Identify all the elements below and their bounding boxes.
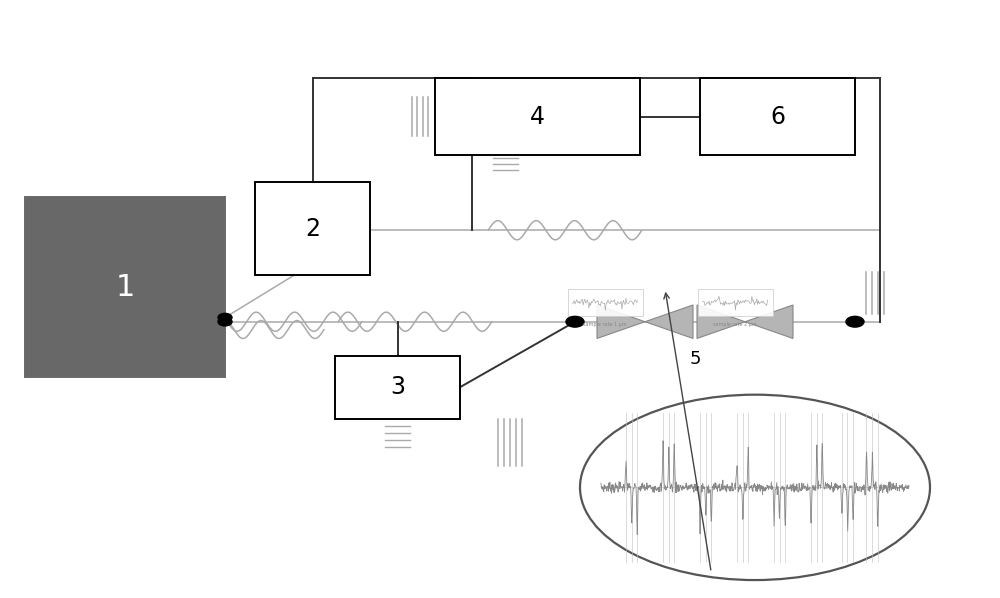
Circle shape (218, 313, 232, 322)
FancyBboxPatch shape (698, 289, 772, 316)
Text: 3: 3 (390, 375, 405, 399)
FancyBboxPatch shape (335, 356, 460, 419)
Text: sample rate 1 μm: sample rate 1 μm (583, 322, 627, 327)
FancyBboxPatch shape (25, 197, 225, 377)
Ellipse shape (580, 395, 930, 580)
Polygon shape (645, 305, 693, 338)
Circle shape (846, 316, 864, 327)
FancyBboxPatch shape (700, 78, 855, 155)
Text: 6: 6 (770, 105, 785, 129)
Text: 1: 1 (115, 273, 135, 301)
Text: 2: 2 (305, 216, 320, 241)
Polygon shape (597, 305, 645, 338)
Circle shape (566, 316, 584, 327)
FancyBboxPatch shape (255, 182, 370, 275)
Text: sample rate 2 μm: sample rate 2 μm (713, 322, 757, 327)
FancyBboxPatch shape (568, 289, 642, 316)
FancyBboxPatch shape (435, 78, 640, 155)
Polygon shape (745, 305, 793, 338)
Polygon shape (697, 305, 745, 338)
Text: 4: 4 (530, 105, 545, 129)
Text: 5: 5 (689, 350, 701, 368)
Circle shape (218, 318, 232, 326)
